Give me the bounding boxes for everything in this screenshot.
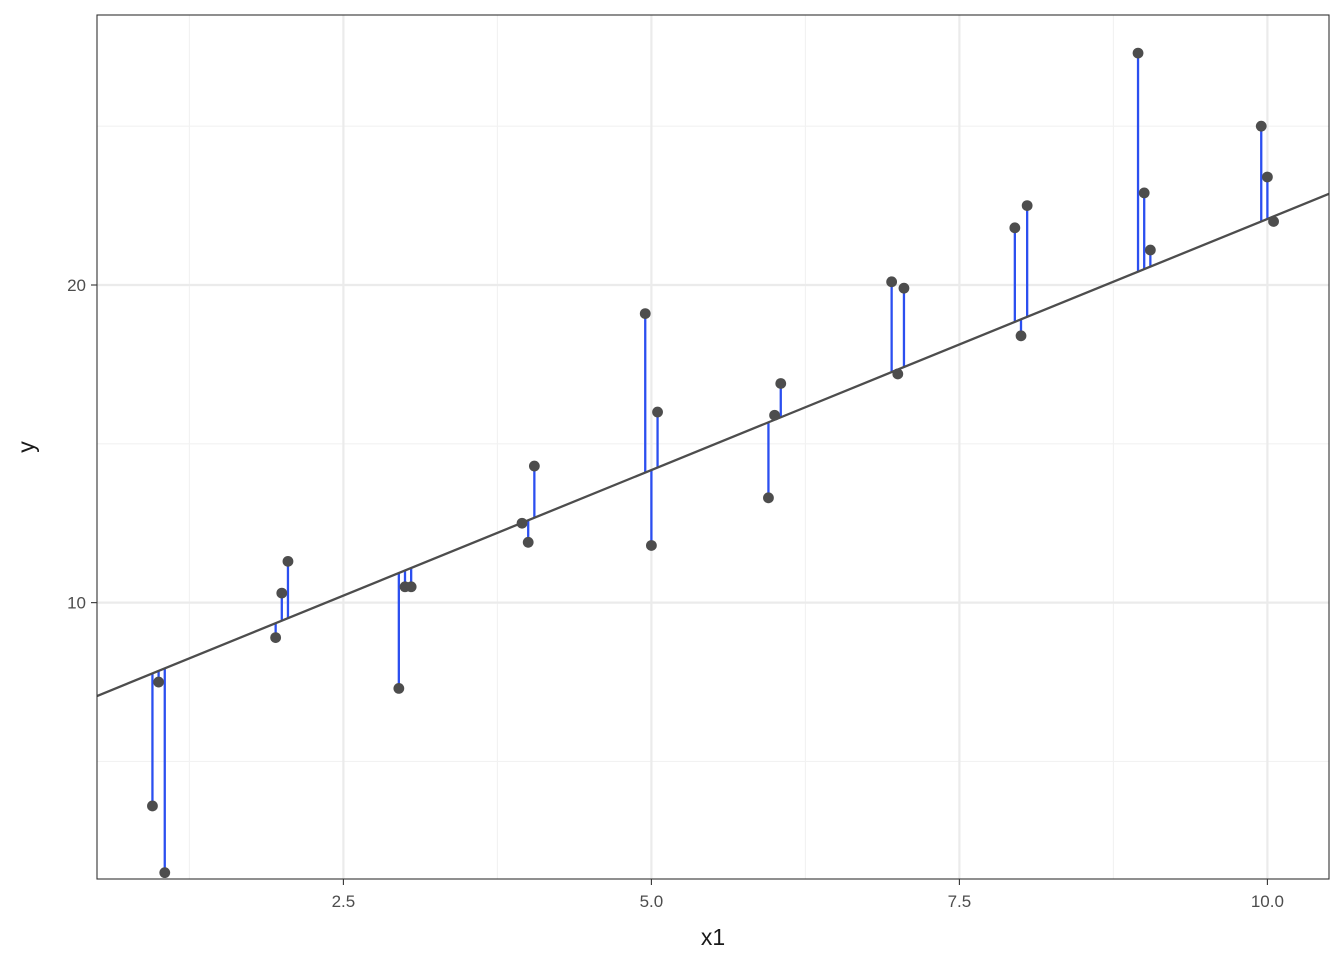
data-point — [775, 378, 787, 389]
data-point — [405, 581, 417, 593]
x-axis-ticks: 2.5 5.0 7.5 10.0 — [332, 879, 1284, 911]
data-point — [522, 536, 534, 548]
x-tick-label: 7.5 — [948, 892, 972, 911]
y-tick-label: 20 — [67, 276, 86, 295]
x-tick-label: 2.5 — [332, 892, 356, 911]
data-point — [1138, 187, 1150, 199]
data-point — [393, 683, 405, 694]
data-point — [769, 409, 780, 421]
data-point — [282, 555, 294, 567]
data-point — [1021, 200, 1033, 211]
data-point — [1262, 171, 1273, 183]
data-point — [639, 308, 651, 319]
data-point — [898, 282, 910, 294]
data-point — [1132, 47, 1144, 59]
data-point — [892, 368, 904, 380]
data-point — [153, 676, 165, 688]
data-point — [528, 460, 540, 472]
data-point — [147, 800, 158, 812]
data-point — [1144, 244, 1156, 256]
grid-major — [97, 15, 1329, 879]
data-point — [270, 632, 282, 643]
data-point — [763, 492, 774, 504]
data-point — [652, 406, 663, 418]
y-tick-label: 10 — [67, 594, 86, 613]
data-point — [159, 867, 171, 879]
data-point — [886, 276, 898, 288]
x-tick-label: 10.0 — [1251, 892, 1284, 911]
x-tick-label: 5.0 — [640, 892, 664, 911]
data-point — [646, 540, 657, 551]
y-axis-title: y — [13, 441, 39, 453]
fit-line-layer — [96, 192, 1330, 698]
data-points — [147, 47, 1279, 879]
x-axis-title: x1 — [701, 924, 725, 950]
fit-line — [96, 192, 1330, 698]
panel-border — [96, 14, 1330, 880]
data-point — [1255, 120, 1267, 132]
data-point — [1009, 222, 1021, 234]
data-point — [1015, 330, 1027, 342]
data-point — [516, 517, 528, 529]
data-point — [276, 587, 288, 599]
data-point — [1268, 216, 1279, 227]
y-axis-ticks: 10 20 — [67, 276, 97, 613]
